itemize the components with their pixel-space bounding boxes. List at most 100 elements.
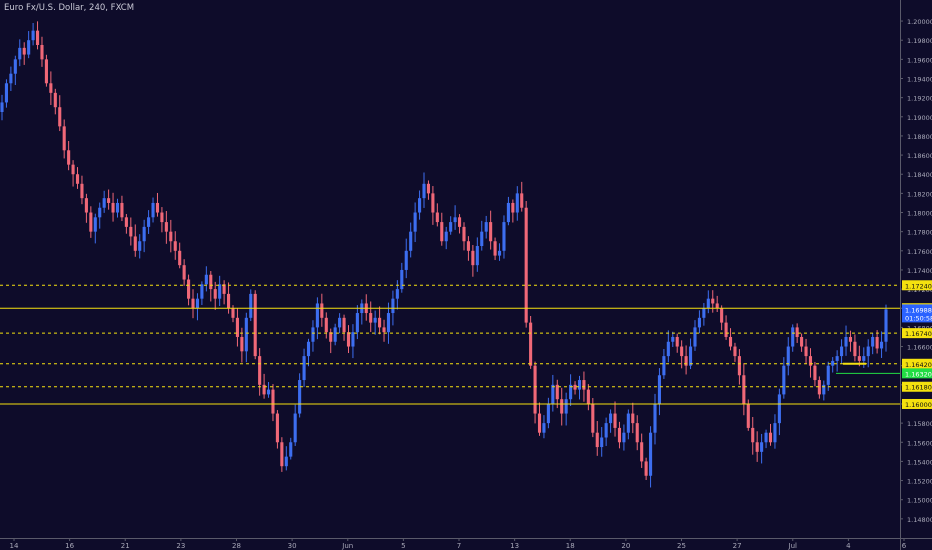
candle-body <box>413 212 417 232</box>
candle-body <box>564 399 568 414</box>
x-tick-label: 28 <box>232 542 241 550</box>
candle-body <box>138 241 142 251</box>
candle-body <box>586 389 590 404</box>
candle-body <box>795 327 799 337</box>
candle-body <box>582 380 586 390</box>
candle-body <box>533 365 537 414</box>
level-price-label: 1.16180 <box>905 384 932 392</box>
candle-body <box>249 293 253 318</box>
candle-body <box>67 150 71 165</box>
candle-body <box>520 193 524 208</box>
candle-body <box>489 222 493 242</box>
candle-body <box>844 336 848 347</box>
candle-body <box>333 327 337 342</box>
candle-body <box>293 413 297 443</box>
candle-body <box>240 336 244 352</box>
candle-body <box>857 356 861 361</box>
candle-body <box>529 322 533 366</box>
candle-body <box>884 309 888 342</box>
y-tick-label: 1.18600 <box>907 152 932 160</box>
candle-body <box>635 423 639 443</box>
marker-price-label: 1.16988 <box>905 306 932 314</box>
candle-body <box>44 59 48 84</box>
candle-body <box>609 413 613 424</box>
candle-body <box>751 427 755 443</box>
candle-body <box>49 83 53 93</box>
candle-body <box>515 193 519 213</box>
y-tick-label: 1.18200 <box>907 190 932 198</box>
y-tick-label: 1.17800 <box>907 229 932 237</box>
candle-body <box>662 356 666 376</box>
candle-body <box>329 332 333 342</box>
candle-body <box>302 356 306 381</box>
candle-body <box>573 384 577 390</box>
y-tick-label: 1.14800 <box>907 516 932 524</box>
y-tick-label: 1.15800 <box>907 420 932 428</box>
candle-body <box>862 356 866 361</box>
candle-body <box>169 231 173 242</box>
candle-body <box>426 183 431 194</box>
candle-body <box>258 356 262 385</box>
candle-body <box>351 332 355 347</box>
candle-body <box>480 231 484 247</box>
candle-body <box>395 289 399 299</box>
candle-body <box>880 341 884 349</box>
candle-body <box>613 413 617 428</box>
candle-body <box>0 102 4 113</box>
candle-body <box>200 284 204 299</box>
candle-body <box>58 107 62 127</box>
candle-body <box>262 384 266 395</box>
x-tick-label: 6 <box>902 542 907 550</box>
candle-body <box>75 174 80 184</box>
candle-body <box>484 222 488 232</box>
candle-body <box>89 212 93 232</box>
candle-body <box>22 47 26 55</box>
candle-body <box>311 327 315 342</box>
candle-body <box>866 346 870 357</box>
candle-body <box>791 327 795 347</box>
level-price-tag <box>902 280 932 291</box>
candle-body <box>773 423 777 443</box>
candle-body <box>560 399 564 414</box>
candle-body <box>391 298 395 314</box>
x-tick-label: 13 <box>510 542 519 550</box>
candle-body <box>800 336 804 347</box>
candle-body <box>80 183 84 199</box>
candle-body <box>684 356 688 366</box>
y-tick-label: 1.15200 <box>907 478 932 486</box>
level-price-tag <box>902 358 932 369</box>
candle-body <box>53 92 57 108</box>
candle-body <box>191 298 195 309</box>
marker-price-label: 1.16320 <box>905 370 932 378</box>
x-tick-label: 23 <box>176 542 185 550</box>
level-price-tag <box>902 328 932 339</box>
candle-body <box>102 198 106 208</box>
candle-body <box>409 231 413 251</box>
candle-body <box>164 222 168 232</box>
candle-body <box>431 193 435 213</box>
candle-body <box>204 274 208 285</box>
y-tick-label: 1.15000 <box>907 497 932 505</box>
candle-body <box>848 336 853 342</box>
candle-body <box>733 346 737 357</box>
candle-body <box>502 222 506 251</box>
candle-body <box>782 365 786 395</box>
candle-body <box>182 265 186 280</box>
candle-body <box>604 423 608 438</box>
candle-body <box>235 317 239 337</box>
candle-body <box>817 380 821 395</box>
candle-body <box>577 380 582 390</box>
candle-body <box>497 250 502 256</box>
y-tick-label: 1.17400 <box>907 267 932 275</box>
candle-body <box>71 164 75 175</box>
candle-body <box>631 413 635 424</box>
x-tick-label: 25 <box>677 542 686 550</box>
candle-body <box>449 222 453 232</box>
candle-body <box>644 461 648 476</box>
y-tick-label: 1.18800 <box>907 133 932 141</box>
candle-body <box>457 217 462 227</box>
candle-body <box>13 59 17 74</box>
candle-body <box>462 226 466 242</box>
candle-body <box>218 284 222 299</box>
